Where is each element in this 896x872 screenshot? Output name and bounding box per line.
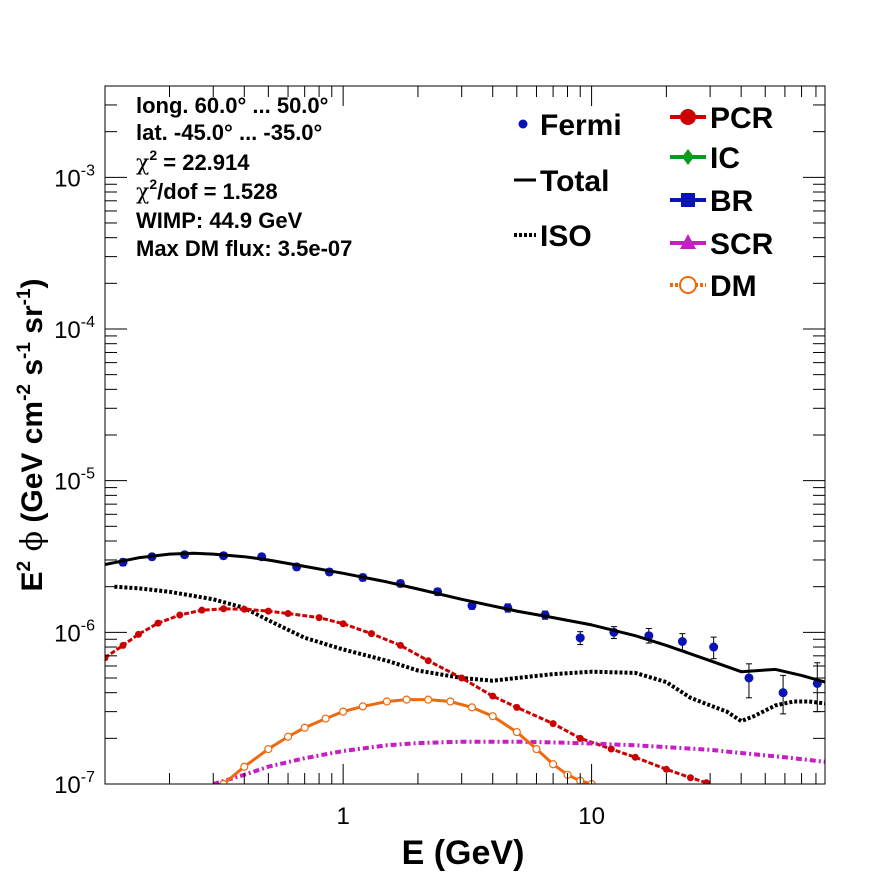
legend-iso-label: ISO (540, 220, 592, 253)
series-pcr (105, 605, 710, 784)
fermi-point (677, 637, 687, 647)
pcr-point (458, 674, 466, 682)
scr-line (212, 739, 825, 784)
legend-total-label: Total (540, 165, 609, 198)
legend-scr-label: SCR (710, 228, 774, 261)
legend-dm-marker (679, 276, 697, 294)
dm-point (219, 779, 228, 784)
info-max-dm: Max DM flux: 3.5e-07 (136, 236, 352, 261)
pcr-point (662, 765, 670, 773)
pcr-point (686, 774, 694, 782)
dm-point (339, 707, 348, 716)
pcr-point (176, 611, 184, 619)
pcr-point (198, 606, 206, 614)
fermi-point (709, 642, 719, 652)
y-axis-title: E2 ϕ (GeV cm-2 s-1 sr-1) (14, 278, 50, 591)
dm-point (549, 760, 558, 769)
dm-point (532, 744, 541, 754)
legend-br-marker (681, 193, 695, 207)
series-total (105, 551, 825, 684)
dm-point (424, 695, 433, 704)
y-tick-label: 10-5 (54, 466, 95, 496)
fermi-point (575, 633, 585, 643)
series-scr (212, 739, 825, 784)
pcr-point (396, 641, 404, 649)
info-box: long. 60.0° ... 50.0° lat. -45.0° ... -3… (136, 93, 352, 261)
pcr-point (367, 630, 375, 638)
pcr-point (607, 745, 615, 753)
legend-scr-marker (680, 234, 696, 249)
axis-labels: 1 10 10-7 10-6 10-5 10-4 10-3 (54, 162, 605, 830)
dm-point (283, 732, 293, 741)
fermi-point (778, 688, 788, 698)
dm-point (446, 697, 455, 706)
info-chi2: χ2 = 22.914 (136, 147, 250, 176)
pcr-point (576, 734, 584, 742)
legend-dm-label: DM (710, 270, 757, 303)
dm-point (402, 695, 411, 704)
legend-right: PCR IC BR SCR DM (670, 102, 774, 303)
dm-point (512, 727, 521, 737)
axis-ticks (105, 85, 825, 785)
dm-point (358, 702, 367, 711)
info-wimp: WIMP: 44.9 GeV (136, 208, 303, 233)
pcr-point (284, 610, 292, 618)
legend-br-label: BR (710, 185, 754, 218)
pcr-point (489, 692, 497, 700)
info-chi2-dof: χ2/dof = 1.528 (136, 176, 278, 205)
dm-point (382, 697, 392, 706)
legend-fermi-label: Fermi (540, 109, 622, 142)
pcr-point (154, 619, 162, 627)
pcr-point (134, 630, 142, 638)
dm-point (264, 744, 273, 754)
dm-point (488, 712, 497, 721)
data-layer (105, 550, 825, 784)
total-line (105, 551, 825, 684)
pcr-point (702, 779, 710, 784)
dm-point (300, 723, 309, 732)
pcr-point (119, 641, 127, 649)
info-lat: lat. -45.0° ... -35.0° (136, 120, 322, 145)
pcr-point (631, 753, 639, 761)
info-long: long. 60.0° ... 50.0° (136, 93, 328, 118)
legend-pcr-label: PCR (710, 102, 774, 135)
pcr-point (240, 605, 248, 613)
legend-ic-marker (682, 149, 694, 165)
fermi-point (744, 673, 754, 683)
dm-point (467, 703, 477, 712)
legend-left: Fermi Total ISO (514, 109, 622, 253)
pcr-point (220, 605, 228, 613)
x-tick-label: 10 (578, 803, 605, 830)
legend-fermi-marker (518, 119, 528, 129)
x-tick-label: 1 (336, 803, 349, 830)
legend-pcr-marker (680, 109, 696, 125)
y-tick-label: 10-3 (54, 162, 95, 192)
dm-point (240, 762, 249, 771)
pcr-point (513, 703, 521, 711)
pcr-point (315, 614, 323, 622)
y-tick-label: 10-6 (54, 617, 95, 647)
dm-point (321, 714, 330, 723)
legend-ic-label: IC (710, 142, 740, 175)
pcr-point (339, 620, 347, 628)
x-axis-title: E (GeV) (402, 834, 525, 872)
pcr-point (549, 720, 557, 728)
pcr-point (264, 607, 272, 615)
y-tick-label: 10-7 (54, 769, 95, 799)
y-tick-label: 10-4 (54, 314, 95, 344)
pcr-point (424, 657, 432, 665)
